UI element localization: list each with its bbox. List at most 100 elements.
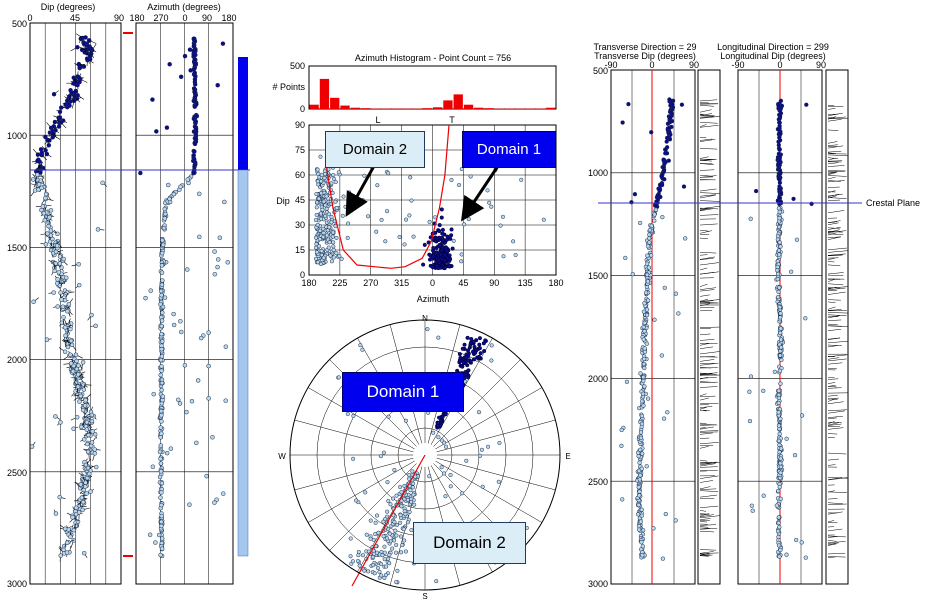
dip-point (632, 192, 638, 197)
dip-point (31, 299, 36, 304)
azimuth-point (159, 354, 165, 359)
az-tick-180a: 180 (129, 13, 144, 23)
tadpole-tick (699, 113, 713, 117)
azimuth-point (164, 125, 170, 130)
dip-point (57, 283, 63, 288)
tadpole-tick (699, 459, 708, 462)
stereonet-point-domain2 (439, 465, 444, 470)
tadpole-tick (827, 355, 835, 358)
tadpole-tick (827, 301, 836, 303)
dip-azimuth-point-domain2 (329, 214, 334, 219)
tadpole-tick (699, 521, 707, 523)
dip-azimuth-point-domain1 (434, 236, 440, 241)
dip-point (65, 309, 70, 314)
dip-point (778, 496, 783, 501)
tadpole-tick (699, 283, 708, 287)
tadpole-tick (827, 452, 847, 455)
dip-point (95, 227, 101, 232)
stereonet-point-domain2 (393, 550, 399, 555)
tadpole-tick (827, 119, 842, 122)
azimuth-point (177, 401, 183, 406)
dip-point (642, 301, 647, 306)
stereonet-point-domain2 (363, 490, 368, 495)
dip-point (776, 224, 782, 230)
dip-point (642, 320, 647, 326)
stereonet-point-domain2 (377, 569, 382, 574)
tadpole-tick (699, 407, 707, 410)
dip-point (642, 356, 647, 362)
tadpole-tick (699, 515, 720, 519)
dip-azimuth-point-domain1 (447, 264, 452, 269)
stereonet-point-domain2 (399, 504, 404, 509)
dip-azimuth-point-domain2 (313, 217, 318, 223)
stereonet-point-domain2 (479, 447, 485, 452)
tadpole-tick (699, 431, 718, 433)
dip-point (750, 508, 755, 513)
stereonet-point-domain2 (385, 536, 390, 541)
dip-point (792, 453, 798, 458)
dip-point (642, 365, 647, 371)
tadpole-tick (827, 291, 846, 295)
dip-point (53, 511, 59, 516)
tadpole-tick (827, 315, 841, 319)
azimuth-point (160, 238, 165, 243)
dip-point (88, 443, 94, 449)
stereonet-point-domain2 (486, 444, 491, 449)
azimuth-point (222, 199, 227, 205)
histogram-bar (319, 78, 330, 109)
histogram-bar (484, 108, 494, 109)
dip-azimuth-point-domain2 (341, 194, 346, 199)
azimuth-point (160, 394, 166, 399)
tadpole-tick (699, 424, 717, 426)
tadpole-tick (699, 359, 715, 362)
tadpole-tick (827, 261, 835, 263)
dip-point (777, 484, 782, 490)
stereonet-point-domain2 (357, 563, 362, 568)
stereonet-point-domain1 (477, 355, 482, 360)
tadpole-tick (699, 505, 719, 508)
azimuth-point (157, 449, 163, 455)
azimuth-point (159, 331, 164, 337)
tadpole-tick (699, 461, 720, 466)
tadpole-tick (827, 367, 838, 370)
dip-point (775, 529, 781, 534)
azimuth-point (138, 170, 143, 176)
dip-point (776, 520, 781, 526)
dip-azimuth-point-domain2 (489, 204, 494, 209)
depth-tick-3000: 3000 (7, 579, 27, 589)
dip-point (777, 147, 782, 152)
azimuth-depth-track: Azimuth (degrees) 180 270 0 90 180 (129, 2, 237, 585)
dip-point (778, 326, 783, 331)
tadpole-tick (827, 151, 842, 153)
tadpole-tick (827, 250, 848, 253)
dip-point (778, 446, 784, 451)
tadpole-tick (699, 116, 720, 118)
stereonet-point-domain2 (391, 538, 397, 543)
stereonet-point-domain2 (403, 418, 408, 423)
dip-azimuth-point-domain1 (438, 252, 443, 257)
azimuth-point (158, 443, 164, 448)
dip-point (64, 540, 70, 546)
dip-azimuth-point-domain2 (331, 255, 336, 260)
dip-point (776, 289, 781, 295)
dip-point (647, 227, 653, 233)
dip-point (84, 491, 89, 496)
tadpole-tick (699, 513, 710, 515)
arrow-domain1 (461, 165, 500, 222)
stereonet-point-domain2 (360, 347, 365, 352)
dip-point (668, 115, 673, 120)
dip-point (42, 217, 48, 223)
dip-point (68, 338, 74, 344)
stereonet-point-domain2 (441, 471, 446, 476)
transverse-dip-title: Transverse Dip (degrees) (594, 51, 696, 61)
dip-point (794, 537, 799, 543)
stereonet-point-domain1 (471, 357, 477, 362)
tadpole-tick (827, 157, 836, 161)
tadpole-tick (827, 386, 837, 388)
tadpole-tick (827, 344, 842, 347)
azimuth-axis-xlabel: Azimuth (417, 294, 450, 304)
dip-azimuth-point-domain2 (386, 171, 391, 176)
dip-azimuth-point-domain2 (397, 234, 402, 239)
stereonet-point-domain2 (439, 438, 445, 443)
tadpole-tick (699, 446, 709, 449)
